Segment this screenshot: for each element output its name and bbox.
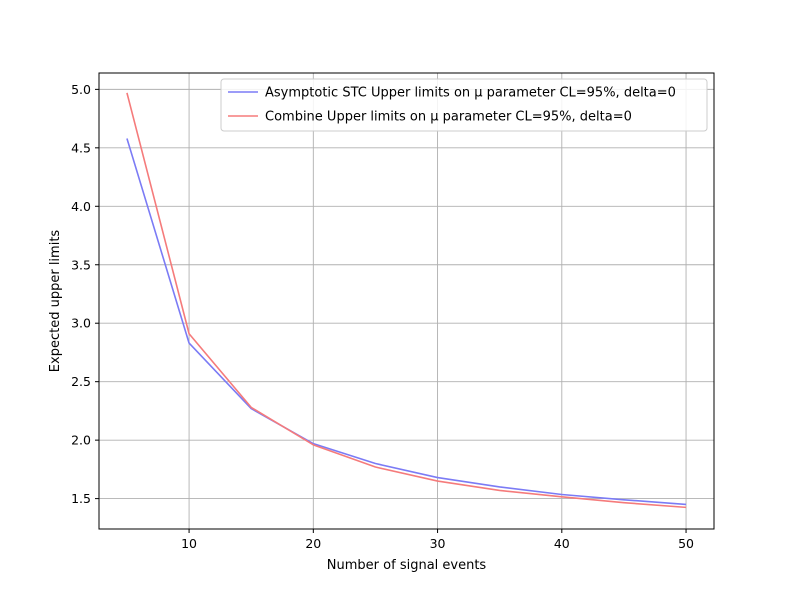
x-tick-label: 30 bbox=[430, 536, 446, 551]
legend-label-asymptotic: Asymptotic STC Upper limits on μ paramet… bbox=[265, 86, 676, 101]
x-tick-label: 40 bbox=[554, 536, 570, 551]
y-axis-ticks: 1.5 2.0 2.5 3.0 3.5 4.0 4.5 5.0 bbox=[71, 82, 99, 506]
legend-label-combine: Combine Upper limits on μ parameter CL=9… bbox=[265, 110, 632, 125]
series-line-asymptotic bbox=[126, 138, 687, 506]
y-tick-label: 1.5 bbox=[71, 491, 91, 506]
y-axis-label: Expected upper limits bbox=[48, 230, 63, 373]
legend: Asymptotic STC Upper limits on μ paramet… bbox=[220, 78, 708, 132]
y-tick-label: 3.0 bbox=[71, 316, 91, 331]
x-axis-label: Number of signal events bbox=[327, 558, 487, 573]
x-tick-label: 50 bbox=[678, 536, 694, 551]
grid bbox=[99, 73, 714, 529]
x-tick-label: 20 bbox=[305, 536, 321, 551]
series-line-combine bbox=[126, 92, 687, 509]
plot-area-frame bbox=[98, 72, 715, 530]
x-axis-ticks: 10 20 30 40 50 bbox=[181, 529, 694, 551]
y-tick-label: 4.0 bbox=[71, 199, 91, 214]
y-tick-label: 2.0 bbox=[71, 433, 91, 448]
legend-box bbox=[220, 78, 708, 132]
x-tick-label: 10 bbox=[181, 536, 197, 551]
y-tick-label: 2.5 bbox=[71, 374, 91, 389]
y-tick-label: 5.0 bbox=[71, 82, 91, 97]
series-lines bbox=[126, 92, 687, 509]
y-tick-label: 4.5 bbox=[71, 140, 91, 155]
y-tick-label: 3.5 bbox=[71, 257, 91, 272]
